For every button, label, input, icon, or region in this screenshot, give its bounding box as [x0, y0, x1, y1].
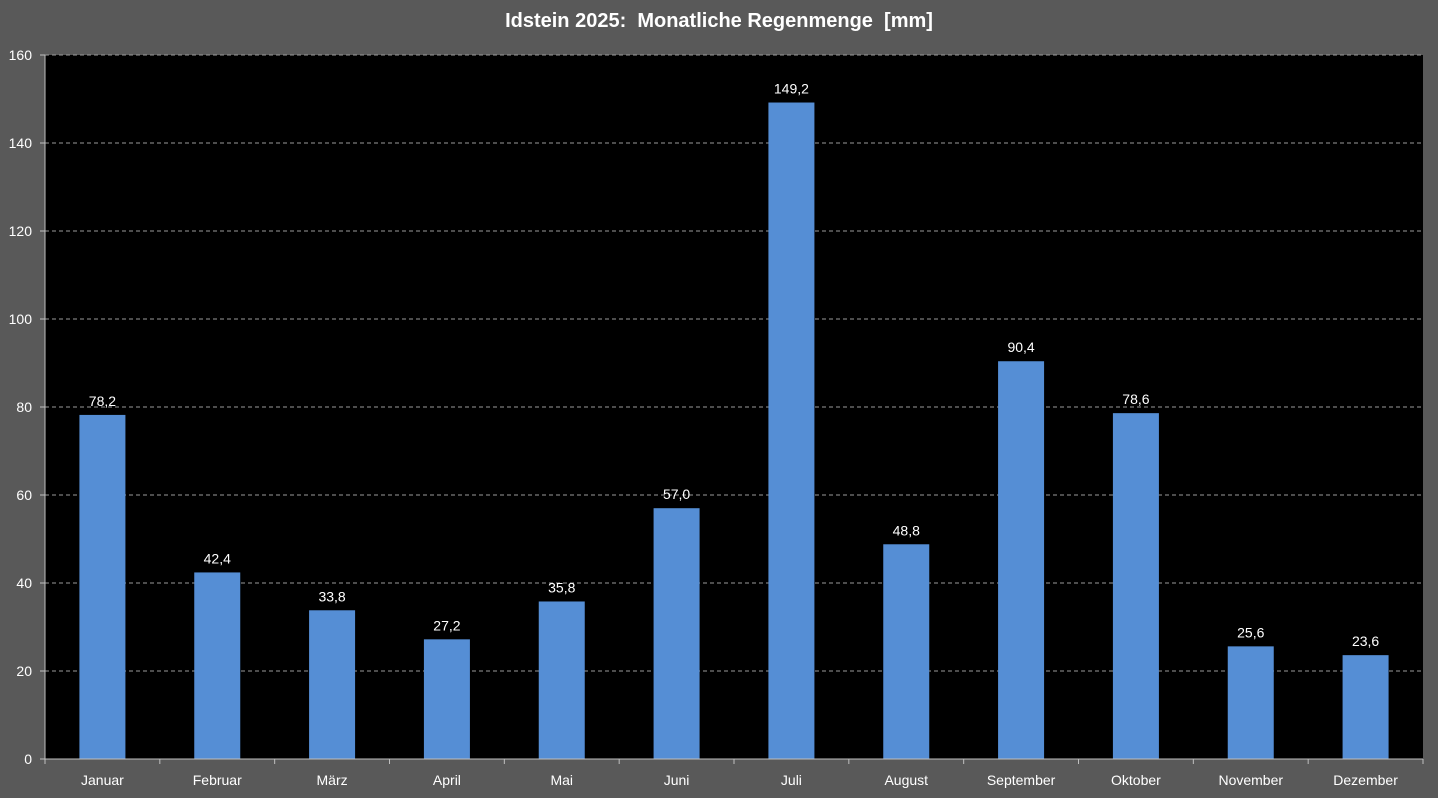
bar [1112, 413, 1159, 759]
bar [883, 544, 930, 759]
axes [40, 54, 1424, 764]
data-label: 35,8 [548, 579, 575, 595]
y-tick-label: 0 [24, 751, 32, 767]
data-label: 33,8 [318, 588, 345, 604]
x-tick-label: August [884, 772, 928, 788]
bar [1342, 655, 1389, 759]
y-tick-label: 60 [16, 487, 32, 503]
y-tick-label: 100 [9, 311, 33, 327]
labels: 0 20 40 60 80 100 120 140 160 78,2 Januar 42,4 Febru… [9, 47, 1399, 788]
data-label: 25,6 [1237, 624, 1264, 640]
bar [538, 601, 585, 759]
bar [768, 102, 815, 759]
chart-title: Idstein 2025: Monatliche Regenmenge [mm] [505, 10, 933, 32]
data-label: 149,2 [774, 81, 809, 97]
data-label: 48,8 [893, 522, 920, 538]
data-label: 27,2 [433, 617, 460, 633]
x-tick-label: Januar [81, 772, 124, 788]
y-tick-label: 140 [9, 135, 33, 151]
x-tick-label: September [987, 772, 1056, 788]
x-tick-label: April [433, 772, 461, 788]
bar [309, 610, 356, 759]
bar [423, 639, 470, 759]
data-label: 57,0 [663, 486, 690, 502]
bar [653, 508, 700, 759]
bar [1227, 646, 1274, 759]
x-tick-label: März [317, 772, 348, 788]
data-label: 90,4 [1007, 339, 1034, 355]
y-tick-label: 160 [9, 47, 33, 63]
y-tick-label: 40 [16, 575, 32, 591]
data-label: 78,2 [89, 393, 116, 409]
x-tick-label: Juli [781, 772, 802, 788]
x-tick-label: Februar [193, 772, 242, 788]
bars [79, 102, 1389, 759]
y-tick-label: 80 [16, 399, 32, 415]
gridlines [45, 54, 1423, 672]
x-tick-label: Dezember [1333, 772, 1398, 788]
x-tick-label: Mai [550, 772, 573, 788]
bar [194, 572, 241, 759]
bar [998, 361, 1045, 759]
data-label: 78,6 [1122, 391, 1149, 407]
data-label: 42,4 [204, 550, 231, 566]
data-label: 23,6 [1352, 633, 1379, 649]
x-tick-label: Juni [664, 772, 690, 788]
y-tick-label: 120 [9, 223, 33, 239]
x-tick-label: November [1218, 772, 1283, 788]
bar [79, 414, 126, 759]
x-tick-label: Oktober [1111, 772, 1161, 788]
y-tick-label: 20 [16, 663, 32, 679]
